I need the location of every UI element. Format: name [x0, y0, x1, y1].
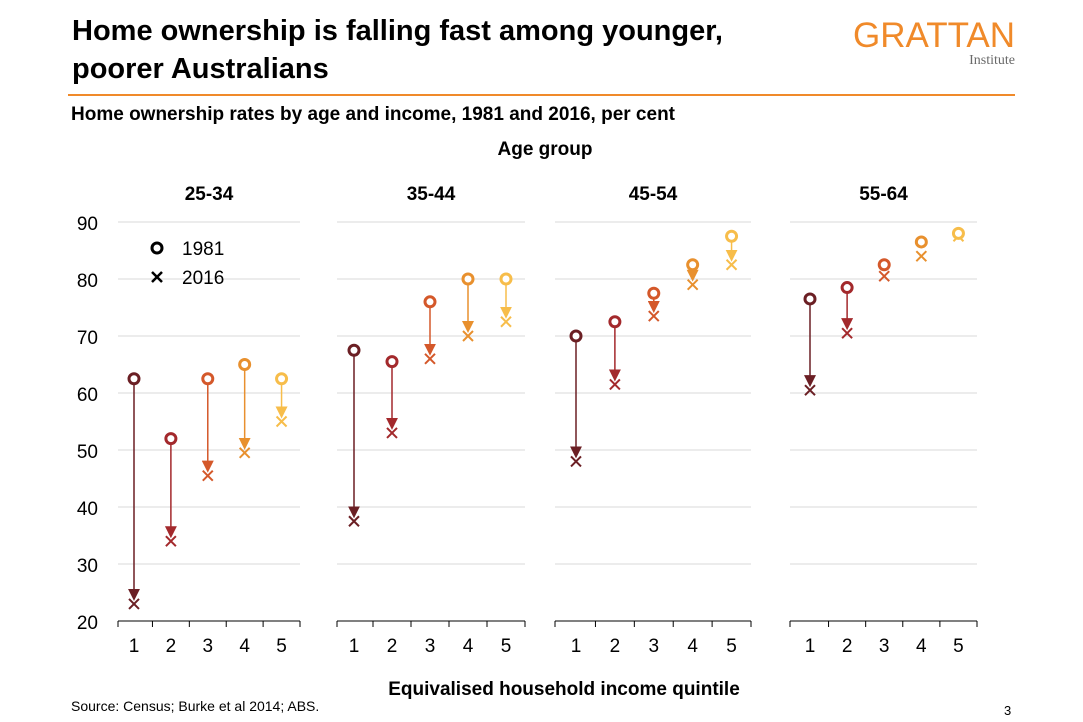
panel-35-44: 35-44 1 2 3 4 5 [336, 184, 526, 657]
x-tick-label: 5 [276, 636, 287, 657]
point-1981 [201, 372, 215, 386]
point-2016 [878, 270, 890, 282]
legend-marker-1981 [150, 241, 164, 255]
point-2016 [500, 316, 512, 328]
x-tick-label: 3 [648, 636, 659, 657]
y-axis: 20 30 40 50 60 70 80 90 [77, 214, 98, 634]
y-tick-label: 30 [77, 556, 98, 577]
x-tick-label: 5 [726, 636, 737, 657]
x-tick-label: 1 [349, 636, 360, 657]
x-tick-label: 3 [879, 636, 890, 657]
page-title: Home ownership is falling fast among you… [72, 12, 832, 88]
chart-panels: 25-34 1 2 3 4 5 35-44 1 2 3 4 5 45-54 1 2 3 4 5 55-64 1 2 3 4 5 [117, 184, 978, 657]
y-tick-label: 90 [77, 214, 98, 235]
point-1981 [127, 372, 141, 386]
point-2016 [725, 259, 738, 271]
title-line-2: poorer Australians [72, 53, 329, 85]
x-tick-label: 2 [166, 636, 177, 657]
point-2016 [609, 378, 621, 391]
y-tick-label: 60 [77, 385, 98, 406]
point-1981 [238, 358, 252, 371]
point-2016 [348, 515, 360, 527]
x-tick-label: 4 [687, 636, 698, 657]
point-2016 [202, 469, 214, 482]
point-2016 [275, 415, 288, 428]
panel-title: 45-54 [629, 184, 678, 205]
point-1981 [461, 272, 475, 286]
point-1981 [725, 229, 739, 243]
point-1981 [803, 292, 817, 306]
point-1981 [686, 258, 700, 272]
point-1981 [840, 281, 854, 295]
point-2016 [570, 455, 582, 468]
point-1981 [385, 355, 399, 369]
x-tick-label: 3 [425, 636, 436, 657]
y-tick-label: 20 [77, 613, 98, 634]
point-2016 [841, 327, 853, 339]
header-divider [68, 94, 1015, 96]
y-tick-label: 50 [77, 442, 98, 463]
point-2016 [238, 447, 251, 459]
x-tick-label: 1 [129, 636, 140, 657]
point-2016 [915, 250, 928, 262]
logo-wordmark: GRATTAN [852, 16, 1015, 55]
x-axis-title: Equivalised household income quintile [388, 679, 740, 700]
panel-title: 55-64 [859, 184, 908, 205]
panel-title: 35-44 [407, 184, 456, 205]
x-tick-label: 3 [202, 636, 213, 657]
title-line-1: Home ownership is falling fast among you… [72, 15, 723, 47]
x-tick-label: 2 [842, 636, 853, 657]
grattan-logo: GRATTAN Institute [853, 18, 1015, 68]
point-1981 [914, 235, 928, 249]
panel-45-54: 45-54 1 2 3 4 5 [554, 184, 752, 657]
point-1981 [608, 315, 622, 329]
point-2016 [165, 535, 177, 547]
point-2016 [386, 427, 398, 439]
point-1981 [877, 258, 891, 272]
point-2016 [804, 384, 816, 396]
y-tick-label: 70 [77, 328, 98, 349]
point-1981 [951, 226, 965, 240]
x-tick-label: 5 [953, 636, 964, 657]
x-tick-label: 2 [387, 636, 398, 657]
point-2016 [648, 310, 660, 322]
x-tick-label: 1 [805, 636, 816, 657]
point-2016 [462, 330, 474, 342]
x-tick-label: 1 [571, 636, 582, 657]
panel-55-64: 55-64 1 2 3 4 5 [789, 184, 978, 657]
panel-25-34: 25-34 1 2 3 4 5 [117, 184, 301, 657]
point-1981 [164, 432, 178, 446]
x-tick-label: 4 [916, 636, 927, 657]
point-1981 [275, 372, 289, 386]
logo-subtext: Institute [969, 53, 1015, 68]
y-tick-label: 80 [77, 271, 98, 292]
point-2016 [424, 353, 436, 365]
chart-top-label: Age group [498, 139, 593, 160]
y-tick-label: 40 [77, 499, 98, 520]
legend-marker-2016 [151, 271, 163, 283]
x-tick-label: 4 [239, 636, 250, 657]
chart-legend: 1981 2016 [150, 239, 224, 289]
point-1981 [347, 343, 361, 357]
point-1981 [647, 286, 661, 300]
panel-title: 25-34 [185, 184, 234, 205]
x-tick-label: 4 [463, 636, 474, 657]
point-1981 [569, 329, 583, 343]
chart-subtitle: Home ownership rates by age and income, … [71, 104, 676, 125]
legend-label-2016: 2016 [182, 268, 224, 289]
x-tick-label: 2 [610, 636, 621, 657]
legend-label-1981: 1981 [182, 239, 224, 260]
point-1981 [423, 295, 437, 309]
page-number: 3 [1004, 703, 1012, 718]
point-2016 [128, 598, 140, 610]
point-1981 [499, 272, 513, 286]
point-2016 [686, 278, 699, 291]
source-note: Source: Census; Burke et al 2014; ABS. [71, 698, 320, 714]
x-tick-label: 5 [501, 636, 512, 657]
